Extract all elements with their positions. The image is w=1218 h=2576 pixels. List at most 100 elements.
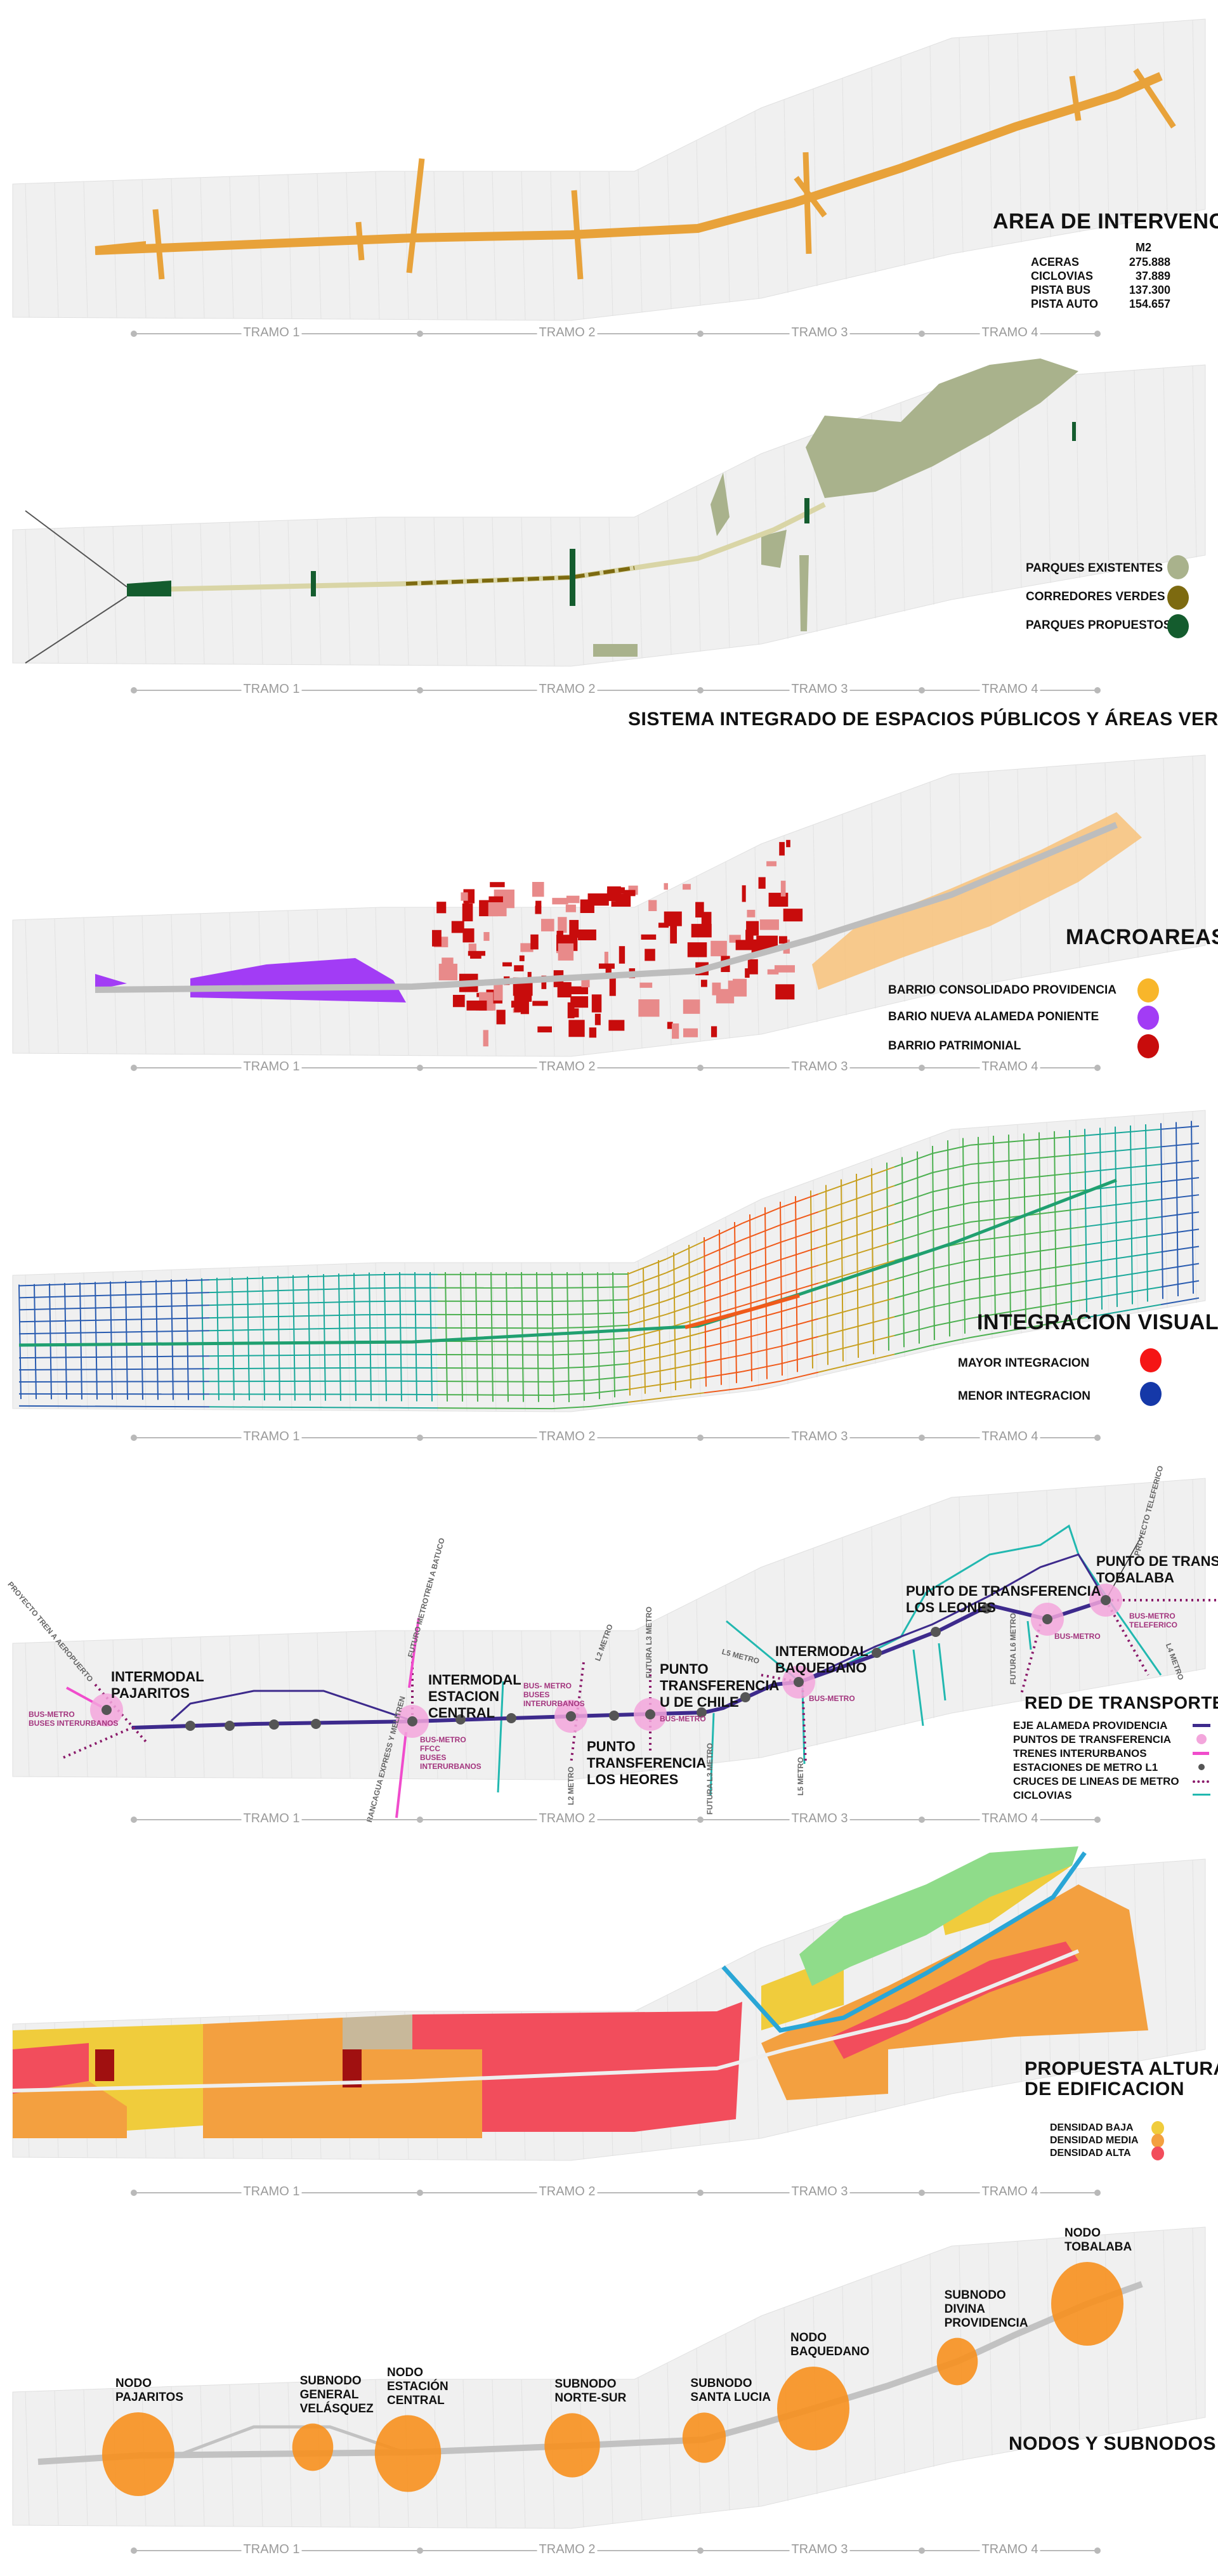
- base-street: [900, 56, 905, 266]
- base-street: [54, 182, 59, 318]
- street-segment: [589, 1324, 629, 1328]
- base-street: [1134, 370, 1139, 568]
- city-blocks: [12, 1478, 1206, 1780]
- node-sublabel: BUS- METRO BUSES INTERURBANOS: [523, 1681, 585, 1708]
- heritage-block: [589, 1027, 597, 1038]
- base-street: [725, 861, 730, 1039]
- street-segment: [384, 1272, 387, 1402]
- heritage-block: [716, 989, 735, 1004]
- legend-swatch: [1151, 2134, 1164, 2148]
- tramo-marker: [1094, 1065, 1101, 1071]
- base-street: [813, 88, 818, 286]
- street-segment: [1122, 1251, 1162, 1258]
- heritage-block: [775, 984, 795, 1000]
- street-segment: [589, 1273, 629, 1275]
- base-street: [200, 523, 205, 664]
- street-segment: [209, 1355, 248, 1357]
- base-street: [229, 522, 234, 664]
- heritage-block: [464, 902, 469, 918]
- heritage-block: [468, 950, 486, 956]
- nodo-circle: [374, 2415, 442, 2492]
- street-segment: [133, 1305, 172, 1308]
- street-segment: [95, 1306, 134, 1309]
- street-segment: [589, 1299, 629, 1302]
- street-segment: [353, 1273, 357, 1402]
- legend-label: BARRIO PATRIMONIAL: [888, 1039, 1021, 1053]
- tramo-label: TRAMO 1: [241, 1060, 302, 1074]
- base-street: [375, 517, 380, 666]
- street-segment: [551, 1353, 591, 1356]
- tramo-line: [134, 2192, 1097, 2193]
- heritage-block: [700, 980, 707, 987]
- street-segment: [742, 1276, 781, 1290]
- street-segment: [1046, 1280, 1085, 1288]
- street-segment: [742, 1259, 781, 1273]
- nodo-label: NODO BAQUEDANO: [790, 2331, 870, 2358]
- legend-swatch: [1167, 555, 1189, 579]
- tramo-label: TRAMO 1: [241, 2542, 302, 2557]
- street-segment: [1160, 1297, 1200, 1306]
- base-street: [171, 914, 176, 1055]
- street-segment: [247, 1277, 250, 1401]
- heritage-block: [558, 943, 574, 961]
- line-label: L5 METRO: [796, 1757, 805, 1796]
- heritage-block: [527, 971, 532, 980]
- tramo-line: [134, 1819, 1097, 1820]
- alameda-branch: [177, 2425, 409, 2457]
- tramo-marker: [131, 687, 137, 693]
- street-segment: [1084, 1129, 1087, 1313]
- street-segment: [704, 1272, 743, 1287]
- street-segment: [56, 1295, 96, 1298]
- legend-swatch: [1137, 1034, 1159, 1058]
- base-street: [667, 500, 672, 655]
- street-segment: [932, 1202, 971, 1212]
- base-street: [638, 1260, 643, 1404]
- street-segment: [932, 1279, 971, 1289]
- street-segment: [856, 1166, 895, 1181]
- street-segment: [1046, 1207, 1085, 1214]
- street-segment: [1069, 1130, 1072, 1315]
- tramo-label: TRAMO 1: [241, 682, 302, 697]
- tramo-label: TRAMO 3: [789, 682, 850, 697]
- street-segment: [1084, 1131, 1123, 1136]
- base-street: [1075, 374, 1080, 578]
- heritage-block: [530, 934, 539, 950]
- base-street: [1134, 1483, 1139, 1681]
- street-segment: [970, 1198, 1009, 1204]
- base-street: [462, 2379, 468, 2528]
- metro-station: [1042, 1614, 1052, 1624]
- map-nodos-subnodos: [12, 2226, 1206, 2529]
- street-segment: [1122, 1304, 1162, 1312]
- base-street: [783, 445, 789, 639]
- tramo-label: TRAMO 3: [789, 1060, 850, 1074]
- street-segment: [856, 1316, 895, 1327]
- base-street: [1134, 2232, 1139, 2430]
- heritage-block: [570, 996, 589, 1008]
- heritage-block: [598, 963, 615, 969]
- metro-station: [981, 1603, 992, 1613]
- street-segment: [1122, 1268, 1162, 1277]
- tramo-marker: [919, 1435, 925, 1441]
- street-segment: [551, 1405, 591, 1410]
- heritage-block: [687, 942, 707, 957]
- street-segment: [643, 1267, 646, 1394]
- street-segment: [171, 1279, 174, 1400]
- tramo-marker: [697, 2190, 704, 2196]
- street-segment: [414, 1272, 417, 1402]
- tramo-marker: [131, 2547, 137, 2554]
- street-segment: [665, 1240, 705, 1260]
- row-label: PISTA AUTO: [1031, 298, 1099, 310]
- subnodo-label: SUBNODO GENERAL VELÁSQUEZ: [299, 2374, 374, 2415]
- street-segment: [56, 1332, 96, 1334]
- heritage-block: [514, 965, 524, 971]
- base-street: [141, 1638, 147, 1778]
- base-street: [579, 171, 584, 320]
- tramo-marker: [697, 2547, 704, 2554]
- west-access-line: [25, 596, 128, 664]
- street-segment: [1160, 1177, 1200, 1183]
- street-segment: [780, 1371, 819, 1382]
- street-segment: [1023, 1133, 1026, 1324]
- base-street: [346, 1631, 351, 1779]
- street-segment: [704, 1337, 743, 1348]
- tramo-marker: [1094, 2190, 1101, 2196]
